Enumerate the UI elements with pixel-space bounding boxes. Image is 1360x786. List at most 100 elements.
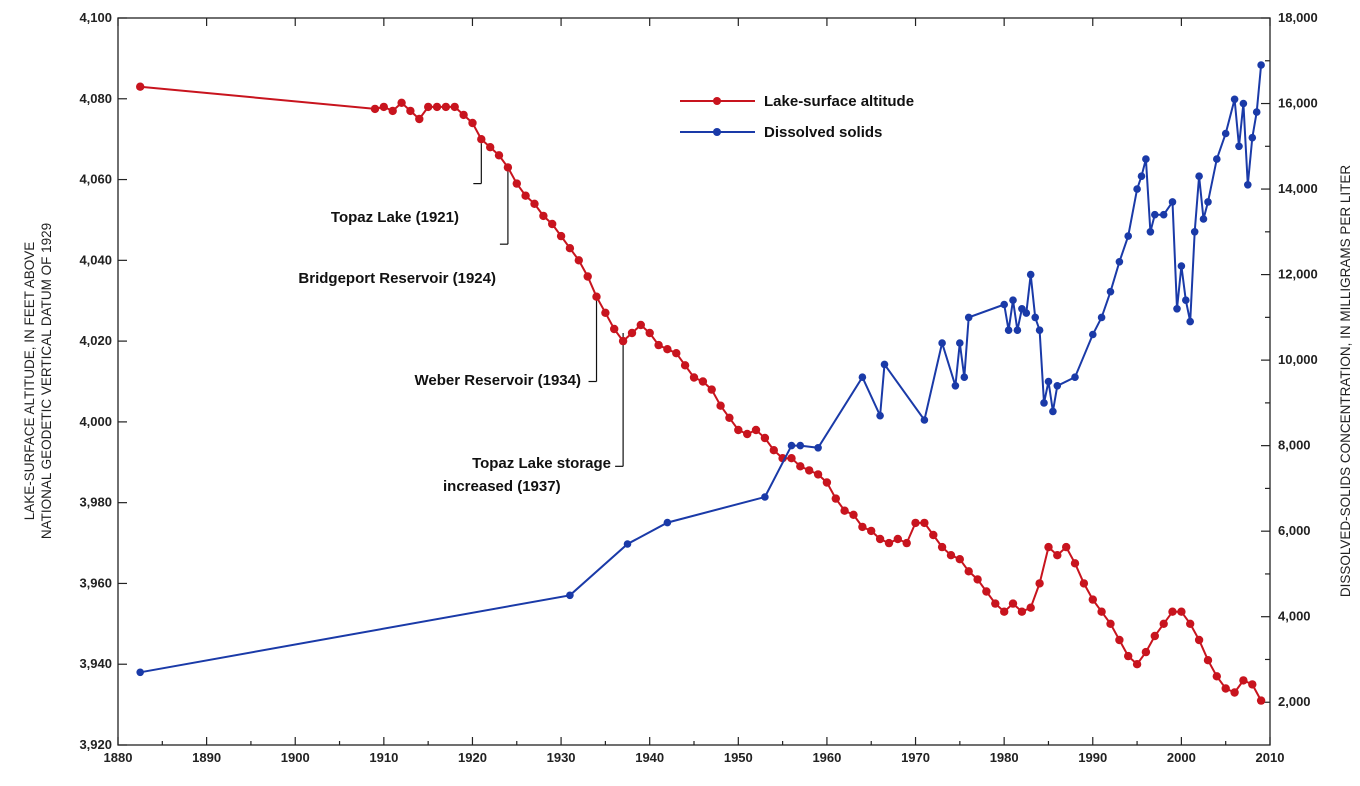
- data-point-dissolved-solids: [1124, 232, 1132, 240]
- y-right-tick-label: 16,000: [1278, 96, 1318, 111]
- data-point-lake-surface-altitude: [1044, 542, 1053, 552]
- data-point-lake-surface-altitude: [486, 143, 495, 152]
- data-point-lake-surface-altitude: [734, 425, 743, 435]
- data-point-dissolved-solids: [1186, 317, 1194, 326]
- data-point-dissolved-solids: [796, 441, 805, 450]
- data-point-dissolved-solids: [623, 540, 632, 548]
- data-point-dissolved-solids: [1000, 300, 1008, 309]
- data-point-dissolved-solids: [1199, 215, 1208, 223]
- data-point-lake-surface-altitude: [548, 219, 557, 229]
- data-point-lake-surface-altitude: [1088, 595, 1098, 604]
- data-point-lake-surface-altitude: [1256, 696, 1266, 705]
- y-left-tick-label: 3,920: [79, 737, 112, 752]
- data-point-dissolved-solids: [1177, 262, 1186, 270]
- data-point-dissolved-solids: [1097, 313, 1106, 322]
- data-point-dissolved-solids: [1239, 99, 1248, 108]
- data-point-dissolved-solids: [1235, 142, 1243, 151]
- data-point-dissolved-solids: [663, 518, 672, 527]
- data-point-dissolved-solids: [1204, 198, 1212, 206]
- annotation-label: Topaz Lake storage: [472, 455, 611, 472]
- data-point-lake-surface-altitude: [592, 292, 601, 301]
- data-point-lake-surface-altitude: [565, 244, 575, 253]
- legend-altitude-label: Lake-surface altitude: [764, 93, 914, 110]
- data-point-lake-surface-altitude: [583, 272, 592, 281]
- x-tick-label: 1920: [458, 750, 487, 765]
- data-point-lake-surface-altitude: [459, 110, 468, 120]
- data-point-lake-surface-altitude: [441, 102, 451, 112]
- data-point-lake-surface-altitude: [1248, 680, 1257, 689]
- data-point-lake-surface-altitude: [1079, 579, 1089, 588]
- x-tick-label: 1910: [369, 750, 398, 765]
- data-point-lake-surface-altitude: [468, 118, 477, 128]
- data-point-lake-surface-altitude: [636, 320, 645, 330]
- data-point-lake-surface-altitude: [982, 587, 991, 596]
- data-point-dissolved-solids: [1213, 155, 1221, 163]
- data-point-lake-surface-altitude: [539, 211, 548, 221]
- data-point-lake-surface-altitude: [769, 446, 778, 455]
- data-point-lake-surface-altitude: [530, 199, 539, 208]
- x-tick-label: 1880: [104, 750, 133, 765]
- data-point-dissolved-solids: [1009, 296, 1017, 305]
- data-point-lake-surface-altitude: [805, 466, 814, 475]
- data-point-lake-surface-altitude: [574, 256, 583, 265]
- y-right-tick-label: 4,000: [1278, 609, 1311, 624]
- data-point-lake-surface-altitude: [840, 506, 849, 515]
- legend: Lake-surface altitude Dissolved solids: [680, 93, 914, 141]
- y-left-tick-label: 3,980: [79, 495, 112, 510]
- data-point-lake-surface-altitude: [1212, 672, 1222, 681]
- data-point-lake-surface-altitude: [849, 510, 858, 519]
- data-point-lake-surface-altitude: [627, 328, 637, 338]
- data-point-lake-surface-altitude: [1062, 542, 1071, 552]
- y-right-tick-label: 2,000: [1278, 694, 1311, 709]
- data-point-dissolved-solids: [1089, 330, 1097, 339]
- data-point-dissolved-solids: [1133, 185, 1141, 193]
- data-point-lake-surface-altitude: [955, 555, 964, 564]
- data-point-lake-surface-altitude: [1115, 635, 1124, 645]
- series-line-dissolved-solids: [140, 64, 1263, 674]
- data-point-lake-surface-altitude: [1230, 688, 1239, 697]
- data-point-dissolved-solids: [1137, 172, 1146, 180]
- x-tick-label: 1930: [547, 750, 576, 765]
- data-point-lake-surface-altitude: [1203, 656, 1213, 665]
- y-right-tick-label: 12,000: [1278, 267, 1318, 282]
- data-point-lake-surface-altitude: [831, 494, 840, 503]
- data-point-lake-surface-altitude: [424, 102, 433, 112]
- data-point-lake-surface-altitude: [1000, 607, 1009, 616]
- data-point-lake-surface-altitude: [698, 377, 708, 386]
- data-point-lake-surface-altitude: [822, 478, 832, 487]
- data-point-lake-surface-altitude: [379, 102, 388, 112]
- data-point-dissolved-solids: [960, 373, 969, 382]
- y-right-tick-label: 14,000: [1278, 181, 1318, 196]
- data-point-lake-surface-altitude: [1106, 619, 1115, 628]
- data-point-lake-surface-altitude: [1177, 607, 1186, 616]
- data-point-dissolved-solids: [1044, 377, 1053, 386]
- x-tick-label: 1990: [1078, 750, 1107, 765]
- y-left-tick-label: 4,100: [79, 10, 112, 25]
- y-right-tick-label: 6,000: [1278, 523, 1311, 538]
- data-point-dissolved-solids: [1071, 373, 1079, 382]
- data-point-lake-surface-altitude: [556, 231, 566, 241]
- data-point-dissolved-solids: [1248, 133, 1257, 142]
- data-point-lake-surface-altitude: [725, 413, 734, 422]
- data-point-dissolved-solids: [876, 411, 884, 420]
- y-left-axis-title-line2: NATIONAL GEODETIC VERTICAL DATUM OF 1929: [39, 223, 54, 539]
- data-point-lake-surface-altitude: [601, 308, 610, 317]
- data-point-dissolved-solids: [1115, 258, 1124, 266]
- data-point-lake-surface-altitude: [512, 179, 521, 188]
- annotations: Topaz Lake (1921) Bridgeport Reservoir (1…: [298, 143, 624, 495]
- data-point-dissolved-solids: [1173, 305, 1181, 313]
- data-point-lake-surface-altitude: [920, 518, 929, 528]
- data-point-dissolved-solids: [1221, 129, 1230, 138]
- y-left-axis-title-line1: LAKE-SURFACE ALTITUDE, IN FEET ABOVE: [22, 242, 37, 521]
- data-point-lake-surface-altitude: [973, 575, 982, 584]
- data-point-dissolved-solids: [1230, 95, 1239, 104]
- data-point-lake-surface-altitude: [964, 567, 973, 576]
- data-point-dissolved-solids: [761, 493, 769, 501]
- data-point-lake-surface-altitude: [707, 385, 716, 394]
- data-point-lake-surface-altitude: [911, 518, 920, 528]
- annotation-label-line2: increased (1937): [443, 478, 561, 495]
- data-point-lake-surface-altitude: [689, 373, 699, 382]
- data-point-dissolved-solids: [1142, 155, 1150, 163]
